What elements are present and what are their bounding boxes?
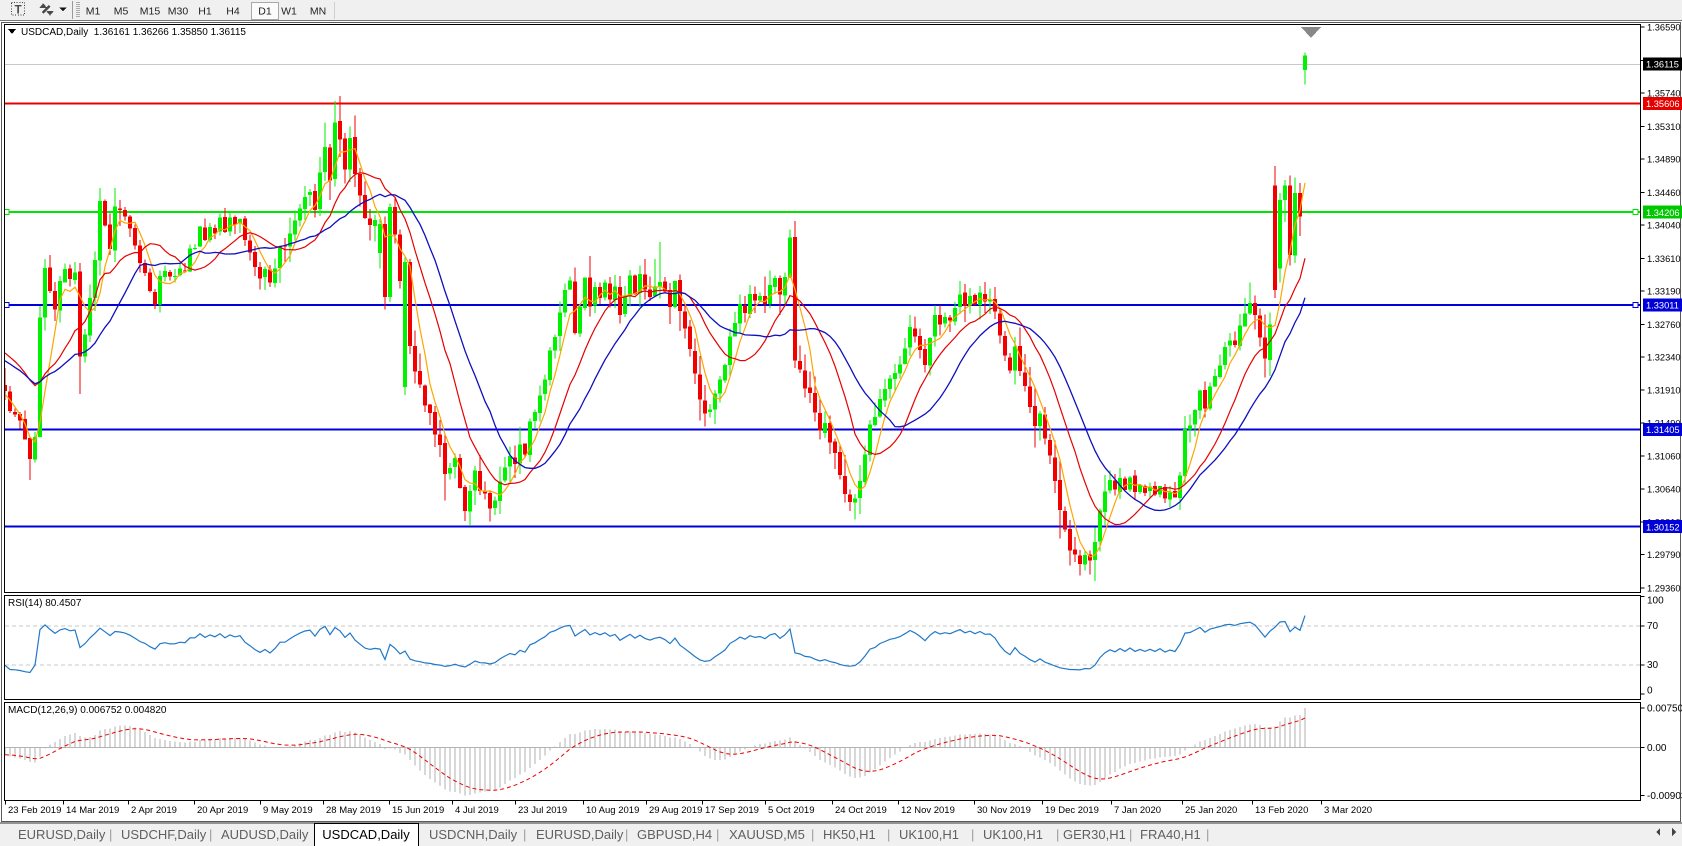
svg-text:EURUSD,Daily: EURUSD,Daily xyxy=(536,827,624,842)
svg-text:1.34460: 1.34460 xyxy=(1647,188,1681,198)
svg-text:UK100,H1: UK100,H1 xyxy=(899,827,959,842)
svg-text:MN: MN xyxy=(310,6,326,18)
svg-text:USDCAD,Daily 1.36161 1.36266: USDCAD,Daily 1.36161 1.36266 1.35850 1.3… xyxy=(21,27,246,38)
svg-text:4 Jul 2019: 4 Jul 2019 xyxy=(455,805,499,816)
svg-text:M30: M30 xyxy=(168,6,189,18)
svg-text:19 Dec 2019: 19 Dec 2019 xyxy=(1045,805,1099,816)
svg-text:0.007503: 0.007503 xyxy=(1647,704,1682,715)
svg-text:100: 100 xyxy=(1647,596,1664,607)
svg-text:|: | xyxy=(811,827,814,842)
svg-text:1.33190: 1.33190 xyxy=(1647,286,1681,296)
svg-text:7 Jan 2020: 7 Jan 2020 xyxy=(1114,805,1161,816)
svg-text:1.33610: 1.33610 xyxy=(1647,254,1681,264)
svg-text:23 Feb 2019: 23 Feb 2019 xyxy=(8,805,61,816)
svg-text:T: T xyxy=(15,5,22,17)
svg-text:0.00: 0.00 xyxy=(1647,743,1667,754)
svg-text:1.35310: 1.35310 xyxy=(1647,122,1681,132)
svg-text:5 Oct 2019: 5 Oct 2019 xyxy=(768,805,814,816)
svg-text:13 Feb 2020: 13 Feb 2020 xyxy=(1255,805,1308,816)
svg-text:|: | xyxy=(971,827,974,842)
svg-text:UK100,H1: UK100,H1 xyxy=(983,827,1043,842)
svg-text:FRA40,H1: FRA40,H1 xyxy=(1140,827,1201,842)
svg-text:|: | xyxy=(625,827,628,842)
svg-text:10 Aug 2019: 10 Aug 2019 xyxy=(586,805,639,816)
svg-text:30 Nov 2019: 30 Nov 2019 xyxy=(977,805,1031,816)
svg-text:1.32760: 1.32760 xyxy=(1647,320,1681,330)
svg-text:1.30152: 1.30152 xyxy=(1646,522,1680,532)
svg-text:17 Sep 2019: 17 Sep 2019 xyxy=(705,805,759,816)
svg-text:1.34206: 1.34206 xyxy=(1646,208,1680,218)
svg-text:3 Mar 2020: 3 Mar 2020 xyxy=(1324,805,1372,816)
svg-text:9 May 2019: 9 May 2019 xyxy=(263,805,313,816)
svg-text:1.36115: 1.36115 xyxy=(1646,60,1679,70)
svg-text:1.32340: 1.32340 xyxy=(1647,352,1681,362)
svg-text:1.35606: 1.35606 xyxy=(1646,99,1680,109)
svg-text:28 May 2019: 28 May 2019 xyxy=(326,805,381,816)
svg-text:|: | xyxy=(1206,827,1209,842)
svg-text:M1: M1 xyxy=(86,6,101,18)
svg-text:15 Jun 2019: 15 Jun 2019 xyxy=(392,805,444,816)
svg-text:1.31910: 1.31910 xyxy=(1647,386,1681,396)
svg-text:GBPUSD,H4: GBPUSD,H4 xyxy=(637,827,712,842)
svg-text:|: | xyxy=(109,827,112,842)
svg-text:D1: D1 xyxy=(258,6,272,18)
svg-text:70: 70 xyxy=(1647,621,1659,632)
svg-text:23 Jul 2019: 23 Jul 2019 xyxy=(518,805,567,816)
svg-text:XAUUSD,M5: XAUUSD,M5 xyxy=(729,827,805,842)
svg-text:1.34890: 1.34890 xyxy=(1647,155,1681,165)
svg-text:14 Mar 2019: 14 Mar 2019 xyxy=(66,805,119,816)
svg-text:29 Aug 2019: 29 Aug 2019 xyxy=(649,805,702,816)
svg-text:AUDUSD,Daily: AUDUSD,Daily xyxy=(221,827,309,842)
svg-text:M15: M15 xyxy=(140,6,161,18)
svg-text:1.31405: 1.31405 xyxy=(1646,425,1680,435)
svg-text:2 Apr 2019: 2 Apr 2019 xyxy=(131,805,177,816)
svg-text:30: 30 xyxy=(1647,660,1659,671)
svg-text:-0.009033: -0.009033 xyxy=(1647,791,1682,802)
svg-text:12 Nov 2019: 12 Nov 2019 xyxy=(901,805,955,816)
svg-text:0: 0 xyxy=(1647,686,1653,697)
svg-text:RSI(14) 80.4507: RSI(14) 80.4507 xyxy=(8,598,82,609)
svg-text:|: | xyxy=(716,827,719,842)
svg-text:1.29360: 1.29360 xyxy=(1647,584,1681,594)
svg-text:1.29790: 1.29790 xyxy=(1647,550,1681,560)
svg-text:|: | xyxy=(209,827,212,842)
svg-text:W1: W1 xyxy=(281,6,297,18)
svg-text:GER30,H1: GER30,H1 xyxy=(1063,827,1126,842)
svg-text:1.35740: 1.35740 xyxy=(1647,89,1681,99)
svg-text:1.36590: 1.36590 xyxy=(1647,23,1681,33)
svg-text:USDCNH,Daily: USDCNH,Daily xyxy=(429,827,518,842)
svg-text:USDCAD,Daily: USDCAD,Daily xyxy=(322,827,410,842)
svg-text:|: | xyxy=(1129,827,1132,842)
svg-text:1.33011: 1.33011 xyxy=(1646,301,1679,311)
svg-text:|: | xyxy=(887,827,890,842)
svg-text:1.34040: 1.34040 xyxy=(1647,221,1681,231)
svg-text:H1: H1 xyxy=(198,6,212,18)
svg-text:|: | xyxy=(1056,827,1059,842)
svg-text:1.31060: 1.31060 xyxy=(1647,452,1681,462)
svg-text:HK50,H1: HK50,H1 xyxy=(823,827,876,842)
svg-text:MACD(12,26,9) 0.006752 0.00482: MACD(12,26,9) 0.006752 0.004820 xyxy=(8,705,167,716)
svg-text:EURUSD,Daily: EURUSD,Daily xyxy=(18,827,106,842)
svg-text:|: | xyxy=(523,827,526,842)
svg-text:USDCHF,Daily: USDCHF,Daily xyxy=(121,827,207,842)
svg-text:24 Oct 2019: 24 Oct 2019 xyxy=(835,805,887,816)
svg-text:1.30640: 1.30640 xyxy=(1647,484,1681,494)
svg-text:25 Jan 2020: 25 Jan 2020 xyxy=(1185,805,1237,816)
svg-text:20 Apr 2019: 20 Apr 2019 xyxy=(197,805,248,816)
svg-text:H4: H4 xyxy=(226,6,240,18)
svg-text:M5: M5 xyxy=(114,6,129,18)
